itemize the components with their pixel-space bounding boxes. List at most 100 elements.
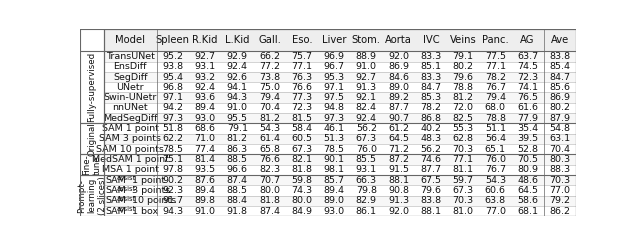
Text: Panc.: Panc. xyxy=(482,35,509,45)
Text: SAM: SAM xyxy=(106,196,127,205)
Text: 1 point: 1 point xyxy=(132,176,164,185)
Text: 1 box: 1 box xyxy=(132,207,157,216)
Text: MedSegDiff: MedSegDiff xyxy=(103,114,157,123)
Text: 85.6: 85.6 xyxy=(549,83,570,92)
Text: 92.4: 92.4 xyxy=(195,83,216,92)
Text: 78.8: 78.8 xyxy=(485,114,506,123)
Text: 70.5: 70.5 xyxy=(517,155,538,164)
Text: EnsDiff: EnsDiff xyxy=(113,62,147,71)
Text: 84.9: 84.9 xyxy=(291,207,312,216)
Text: 61.2: 61.2 xyxy=(388,124,409,133)
Text: Swin-UNetr: Swin-UNetr xyxy=(104,93,157,102)
Text: assist: assist xyxy=(116,207,136,212)
Text: 89.0: 89.0 xyxy=(388,83,409,92)
Text: 79.1: 79.1 xyxy=(227,124,248,133)
Text: SegDiff: SegDiff xyxy=(113,72,147,81)
Text: SAM 3 points: SAM 3 points xyxy=(99,134,161,143)
Text: Spleen: Spleen xyxy=(156,35,190,45)
Text: 54.8: 54.8 xyxy=(549,124,570,133)
Text: 93.8: 93.8 xyxy=(163,62,184,71)
Text: Prompt-
learning
(2 slices): Prompt- learning (2 slices) xyxy=(77,176,107,215)
Text: 77.0: 77.0 xyxy=(549,186,570,195)
Text: 85.7: 85.7 xyxy=(324,176,344,185)
Text: 86.9: 86.9 xyxy=(388,62,409,71)
Bar xyxy=(104,113,576,123)
Text: 92.7: 92.7 xyxy=(356,72,377,81)
Text: 81.1: 81.1 xyxy=(452,165,474,174)
Text: 97.3: 97.3 xyxy=(163,114,184,123)
Text: Gall.: Gall. xyxy=(258,35,281,45)
Text: 90.8: 90.8 xyxy=(388,186,409,195)
Text: 68.1: 68.1 xyxy=(517,207,538,216)
Text: 60.6: 60.6 xyxy=(485,186,506,195)
Text: 79.6: 79.6 xyxy=(452,72,474,81)
Text: 88.9: 88.9 xyxy=(356,52,377,61)
Text: 56.4: 56.4 xyxy=(485,134,506,143)
Text: 88.1: 88.1 xyxy=(420,207,442,216)
Text: assist: assist xyxy=(116,186,136,192)
Text: 93.0: 93.0 xyxy=(195,114,216,123)
Text: SAM: SAM xyxy=(106,207,127,216)
Text: 95.3: 95.3 xyxy=(324,72,345,81)
Text: SAM: SAM xyxy=(106,186,127,195)
Text: 85.1: 85.1 xyxy=(420,62,442,71)
Text: 80.2: 80.2 xyxy=(549,104,570,113)
Text: 91.7: 91.7 xyxy=(163,196,183,205)
Text: 75.0: 75.0 xyxy=(259,83,280,92)
Text: SAM: SAM xyxy=(106,176,127,185)
Text: 84.7: 84.7 xyxy=(549,72,570,81)
Text: 77.0: 77.0 xyxy=(485,207,506,216)
Bar xyxy=(104,82,576,93)
Text: 79.1: 79.1 xyxy=(452,52,474,61)
Text: 81.0: 81.0 xyxy=(452,207,474,216)
Text: 79.4: 79.4 xyxy=(259,93,280,102)
Text: 86.9: 86.9 xyxy=(549,93,570,102)
Text: 62.8: 62.8 xyxy=(452,134,474,143)
Text: 86.1: 86.1 xyxy=(356,207,377,216)
Text: 67.3: 67.3 xyxy=(291,145,312,154)
Text: 96.6: 96.6 xyxy=(227,165,248,174)
Text: 66.2: 66.2 xyxy=(259,52,280,61)
Text: 93.2: 93.2 xyxy=(195,72,216,81)
Text: 87.7: 87.7 xyxy=(420,165,442,174)
Text: 70.3: 70.3 xyxy=(549,176,570,185)
Text: 83.8: 83.8 xyxy=(549,52,570,61)
Text: UNetr: UNetr xyxy=(116,83,144,92)
Text: 75.7: 75.7 xyxy=(291,52,312,61)
Text: 81.2: 81.2 xyxy=(259,114,280,123)
Bar xyxy=(104,103,576,113)
Text: 77.9: 77.9 xyxy=(517,114,538,123)
Bar xyxy=(104,134,576,144)
Text: 87.6: 87.6 xyxy=(195,176,216,185)
Text: 76.7: 76.7 xyxy=(485,83,506,92)
Text: 80.0: 80.0 xyxy=(291,196,312,205)
Bar xyxy=(104,165,576,175)
Text: 91.3: 91.3 xyxy=(356,83,377,92)
Text: 48.6: 48.6 xyxy=(517,176,538,185)
Text: 81.4: 81.4 xyxy=(195,155,216,164)
Text: TransUNet: TransUNet xyxy=(106,52,155,61)
Text: 65.8: 65.8 xyxy=(259,145,280,154)
Text: 71.0: 71.0 xyxy=(195,134,216,143)
Text: 91.0: 91.0 xyxy=(356,62,377,71)
Bar xyxy=(104,123,576,134)
Text: 94.8: 94.8 xyxy=(324,104,344,113)
Text: 62.2: 62.2 xyxy=(163,134,183,143)
Text: 81.2: 81.2 xyxy=(227,134,248,143)
Bar xyxy=(104,72,576,82)
Text: 92.0: 92.0 xyxy=(388,52,409,61)
Text: 76.5: 76.5 xyxy=(517,93,538,102)
Text: 68.6: 68.6 xyxy=(195,124,216,133)
Text: 87.2: 87.2 xyxy=(388,155,409,164)
Text: 76.6: 76.6 xyxy=(291,83,312,92)
Text: 79.6: 79.6 xyxy=(420,186,442,195)
Text: 89.4: 89.4 xyxy=(195,104,216,113)
Text: IVC: IVC xyxy=(422,35,439,45)
Text: 89.4: 89.4 xyxy=(324,186,344,195)
Text: 68.0: 68.0 xyxy=(485,104,506,113)
Text: 77.2: 77.2 xyxy=(259,62,280,71)
Text: 88.5: 88.5 xyxy=(227,186,248,195)
Text: 76.0: 76.0 xyxy=(356,145,377,154)
Text: 65.1: 65.1 xyxy=(485,145,506,154)
Text: 3 points: 3 points xyxy=(132,186,170,195)
